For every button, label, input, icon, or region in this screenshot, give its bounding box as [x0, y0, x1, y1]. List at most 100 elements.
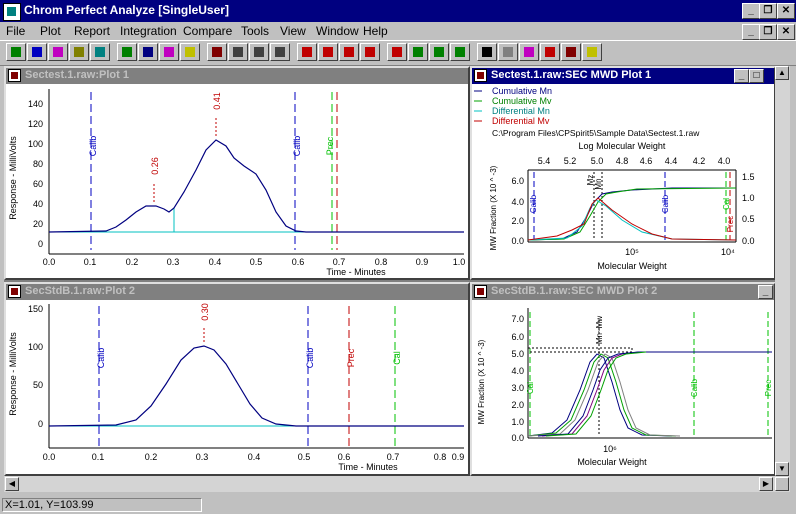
- scroll-up-button[interactable]: ▲: [775, 66, 789, 80]
- formula-icon: [482, 47, 492, 57]
- legend-differential-mv: Differential Mv: [492, 116, 550, 126]
- layout-icon: [53, 47, 63, 57]
- minimize-button[interactable]: _: [742, 3, 760, 19]
- plot2-title-bar[interactable]: SecStdB.1.raw:Plot 2: [6, 284, 468, 300]
- save-button[interactable]: [138, 43, 158, 61]
- plot2-xtick: 0.4: [248, 452, 261, 462]
- paste-button[interactable]: [270, 43, 290, 61]
- copy-button[interactable]: [207, 43, 227, 61]
- plot2-window[interactable]: SecStdB.1.raw:Plot 2 Response - MilliVol…: [4, 282, 470, 476]
- new-plot-button[interactable]: [6, 43, 26, 61]
- merge-peak-button[interactable]: [429, 43, 449, 61]
- tangent-button[interactable]: [450, 43, 470, 61]
- menu-tools[interactable]: Tools: [241, 24, 270, 38]
- split-peak-button[interactable]: [408, 43, 428, 61]
- mwd2-title-bar[interactable]: SecStdB.1.raw:SEC MWD Plot 2 _: [472, 284, 774, 300]
- plot1-title-bar[interactable]: Sectest.1.raw:Plot 1: [6, 68, 468, 84]
- mwd2-minimize-button[interactable]: _: [758, 285, 773, 299]
- menu-plot[interactable]: Plot: [40, 24, 61, 38]
- menu-help[interactable]: Help: [363, 24, 388, 38]
- timer-button[interactable]: [498, 43, 518, 61]
- menu-window[interactable]: Window: [316, 24, 359, 38]
- mwd2-ytick: 1.0: [511, 417, 524, 427]
- export-button[interactable]: [180, 43, 200, 61]
- plot1-calib-label: Calib: [292, 136, 302, 157]
- chart-icon: [122, 47, 132, 57]
- plot1-window[interactable]: Sectest.1.raw:Plot 1 Response - MilliVol…: [4, 66, 470, 280]
- legend-cumulative-mv: Cumulative Mv: [492, 96, 552, 106]
- plot1-ytick: 60: [33, 179, 43, 189]
- plot2-ytick: 100: [28, 342, 43, 352]
- menu-view[interactable]: View: [280, 24, 306, 38]
- formula-button[interactable]: [477, 43, 497, 61]
- horizontal-scrollbar[interactable]: ◀ ▶: [4, 476, 790, 492]
- integrate-button[interactable]: [297, 43, 317, 61]
- vertical-scrollbar[interactable]: ▲ ▼: [775, 66, 790, 476]
- mwd2-calib-label: Calib: [690, 378, 699, 397]
- app-title-bar: Chrom Perfect Analyze [SingleUser] _ ❐ ✕: [0, 0, 796, 22]
- calibrate-button[interactable]: [519, 43, 539, 61]
- mwd2-window[interactable]: SecStdB.1.raw:SEC MWD Plot 2 _ MW Fracti…: [470, 282, 776, 476]
- scroll-right-button[interactable]: ▶: [759, 477, 773, 491]
- mwd1-top-tick: 4.0: [718, 156, 731, 166]
- restore-button[interactable]: ❐: [759, 3, 777, 19]
- chart-button[interactable]: [117, 43, 137, 61]
- notes-button[interactable]: [69, 43, 89, 61]
- table-button[interactable]: [540, 43, 560, 61]
- new-plot-icon: [11, 47, 21, 57]
- printer-button[interactable]: [228, 43, 248, 61]
- mwd1-title-bar[interactable]: Sectest.1.raw:SEC MWD Plot 1 _ □: [472, 68, 774, 84]
- baseline-button[interactable]: [387, 43, 407, 61]
- reintegrate-button[interactable]: [318, 43, 338, 61]
- chart-window-icon[interactable]: [474, 69, 487, 82]
- plot2-xtick: 0.6: [338, 452, 351, 462]
- mdi-minimize-button[interactable]: _: [742, 24, 760, 40]
- mwd1-mn-label: Mn: [594, 178, 603, 189]
- close-button[interactable]: ✕: [777, 3, 795, 19]
- open-button[interactable]: [27, 43, 47, 61]
- peak-down-button[interactable]: [360, 43, 380, 61]
- merge-peak-icon: [434, 47, 444, 57]
- mwd2-chart[interactable]: MW Fraction (X 10 ^ -3) 7.0 6.0 5.0 4.0 …: [472, 300, 774, 474]
- plot1-xtick: 0.8: [375, 257, 388, 267]
- print-button[interactable]: [159, 43, 179, 61]
- app-icon[interactable]: [3, 3, 21, 21]
- mwd1-y2tick: 0.5: [742, 214, 755, 224]
- mwd1-maximize-button[interactable]: □: [749, 69, 764, 83]
- report-button[interactable]: [561, 43, 581, 61]
- scroll-down-button[interactable]: ▼: [775, 462, 789, 476]
- mdi-restore-button[interactable]: ❐: [759, 24, 777, 40]
- mwd1-chart[interactable]: Cumulative Mn Cumulative Mv Differential…: [472, 84, 774, 278]
- mwd2-xlabel: Molecular Weight: [577, 457, 647, 467]
- plot1-chart[interactable]: Response - MilliVolts 140 120 100 80 60 …: [6, 84, 468, 278]
- grid-button[interactable]: [90, 43, 110, 61]
- print-preview-button[interactable]: [249, 43, 269, 61]
- menu-report[interactable]: Report: [74, 24, 111, 38]
- mdi-close-button[interactable]: ✕: [777, 24, 795, 40]
- export-icon: [185, 47, 195, 57]
- scroll-left-button[interactable]: ◀: [5, 477, 19, 491]
- peak-up-icon: [344, 47, 354, 57]
- table-icon: [545, 47, 555, 57]
- plot1-ytick: 140: [28, 99, 43, 109]
- mwd1-window[interactable]: Sectest.1.raw:SEC MWD Plot 1 _ □ Cumulat…: [470, 66, 776, 280]
- plot2-xtick: 0.5: [298, 452, 311, 462]
- peak-up-button[interactable]: [339, 43, 359, 61]
- chart-window-icon[interactable]: [8, 69, 21, 82]
- menu-file[interactable]: File: [6, 24, 26, 38]
- chart-window-icon[interactable]: [474, 285, 487, 298]
- chart-window-icon[interactable]: [8, 285, 21, 298]
- menu-compare[interactable]: Compare: [183, 24, 233, 38]
- menu-integration[interactable]: Integration: [120, 24, 177, 38]
- print-icon: [164, 47, 174, 57]
- mwd1-prec-label: Prec: [726, 216, 735, 232]
- mwd1-y2tick: 1.5: [742, 172, 755, 182]
- ab-button[interactable]: [582, 43, 602, 61]
- mwd1-minimize-button[interactable]: _: [734, 69, 749, 83]
- plot2-chart[interactable]: Response - MilliVolts 150 100 50 0 0.0 0…: [6, 300, 468, 474]
- plot2-calib-label: Calib: [96, 348, 106, 369]
- mdi-client-area: Sectest.1.raw:Plot 1 Response - MilliVol…: [4, 66, 790, 476]
- layout-button[interactable]: [48, 43, 68, 61]
- app-title: Chrom Perfect Analyze [SingleUser]: [24, 3, 229, 17]
- save-icon: [143, 47, 153, 57]
